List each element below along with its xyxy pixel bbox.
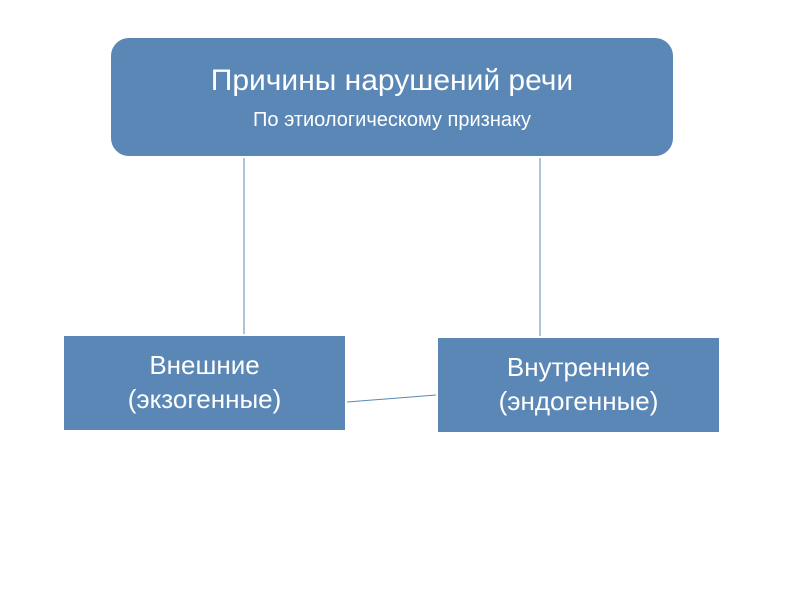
left-node: Внешние (экзогенные)	[62, 334, 347, 432]
left-node-line2: (экзогенные)	[128, 383, 282, 417]
right-node: Внутренние (эндогенные)	[436, 336, 721, 434]
edge-left-to-right	[347, 395, 436, 402]
root-node: Причины нарушений речи По этиологическом…	[109, 36, 675, 158]
root-subtitle: По этиологическому признаку	[253, 106, 531, 134]
root-title: Причины нарушений речи	[211, 61, 573, 100]
left-node-line1: Внешние	[149, 349, 259, 383]
right-node-line1: Внутренние	[507, 351, 650, 385]
right-node-line2: (эндогенные)	[499, 385, 659, 419]
